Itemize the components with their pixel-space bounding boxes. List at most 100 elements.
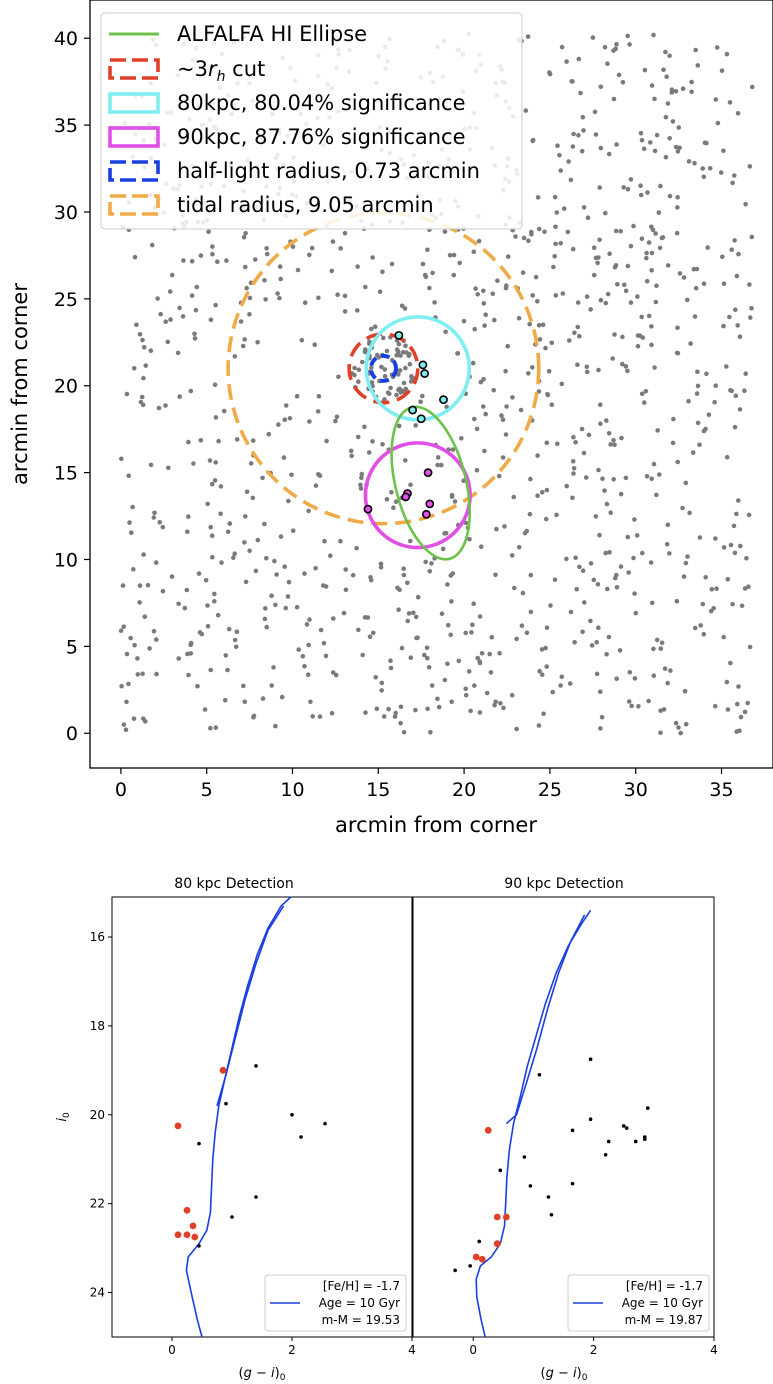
- background-star: [649, 324, 654, 329]
- background-star: [513, 234, 518, 239]
- y-tick-label: 22: [90, 1197, 105, 1211]
- background-star: [635, 343, 641, 349]
- background-star: [634, 533, 640, 538]
- background-star: [535, 493, 540, 499]
- background-star: [743, 371, 748, 377]
- background-star: [223, 653, 229, 658]
- x-axis-ticks: 0 5 10 15 20 25 30 35: [115, 768, 734, 801]
- background-star: [396, 341, 402, 347]
- background-star: [712, 703, 718, 709]
- background-star: [449, 599, 454, 604]
- background-star: [413, 423, 419, 428]
- background-star: [739, 603, 745, 609]
- background-star: [675, 459, 680, 465]
- background-star: [645, 190, 650, 195]
- background-star: [667, 193, 673, 199]
- background-star: [269, 593, 274, 598]
- background-star: [631, 555, 636, 561]
- background-star: [216, 438, 221, 444]
- background-star: [664, 542, 670, 547]
- background-star: [578, 90, 583, 96]
- background-star: [275, 291, 280, 296]
- background-star: [678, 730, 683, 736]
- background-star: [555, 441, 560, 447]
- background-star: [131, 567, 136, 572]
- background-star: [625, 368, 630, 374]
- background-star: [644, 474, 650, 479]
- background-star: [377, 289, 383, 295]
- background-star: [749, 84, 755, 90]
- background-star: [354, 545, 359, 551]
- background-star: [276, 422, 281, 427]
- background-star: [589, 643, 595, 648]
- selected-star-80kpc: [416, 414, 426, 424]
- background-star: [435, 462, 440, 468]
- field-star: [603, 1152, 608, 1157]
- member-star: [174, 1122, 182, 1130]
- background-star: [744, 556, 749, 561]
- background-star: [459, 436, 464, 441]
- legend-entry-half-light: half-light radius, 0.73 arcmin: [177, 159, 480, 183]
- background-star: [447, 253, 453, 258]
- background-star: [148, 462, 154, 468]
- background-star: [605, 61, 610, 66]
- y-tick-label: 16: [90, 930, 105, 944]
- background-star: [582, 600, 587, 605]
- background-star: [399, 303, 405, 309]
- background-star: [670, 440, 676, 446]
- background-star: [414, 635, 419, 641]
- background-star: [398, 353, 403, 358]
- background-star: [137, 332, 143, 337]
- background-star: [382, 373, 388, 379]
- background-star: [732, 173, 737, 178]
- x-tick-label: 4: [408, 1343, 416, 1357]
- background-star: [231, 555, 236, 560]
- cmd-90kpc-legend-box: [567, 1274, 710, 1332]
- background-star: [581, 128, 586, 133]
- background-star: [302, 300, 308, 306]
- background-star: [735, 701, 740, 707]
- background-star: [567, 681, 573, 686]
- background-star: [186, 514, 191, 519]
- background-star: [614, 41, 619, 47]
- background-star: [576, 56, 582, 62]
- background-star: [329, 710, 335, 716]
- background-star: [692, 314, 698, 319]
- background-star: [607, 251, 612, 256]
- background-star: [480, 404, 486, 409]
- background-star: [540, 322, 546, 328]
- background-star: [124, 391, 130, 397]
- background-star: [488, 670, 494, 675]
- background-star: [747, 164, 753, 169]
- background-star: [505, 343, 511, 349]
- background-star: [154, 637, 159, 642]
- background-star: [151, 628, 157, 634]
- background-star: [577, 564, 582, 570]
- background-star: [277, 295, 282, 301]
- background-star: [570, 495, 575, 501]
- background-star: [445, 582, 450, 587]
- background-star: [398, 720, 403, 726]
- background-star: [527, 321, 532, 327]
- background-star: [573, 555, 578, 560]
- background-star: [598, 421, 603, 427]
- background-star: [571, 471, 576, 476]
- background-star: [610, 356, 615, 361]
- legend-entry-tidal: tidal radius, 9.05 arcmin: [177, 193, 434, 217]
- background-star: [141, 552, 146, 557]
- background-star: [294, 393, 300, 399]
- background-star: [662, 666, 668, 671]
- cmd-80kpc-x-label-g: g: [244, 1366, 252, 1381]
- background-star: [737, 334, 743, 340]
- background-star: [505, 254, 511, 259]
- cmd-80kpc-y-label: i0: [55, 1112, 72, 1122]
- background-star: [300, 654, 306, 659]
- legend-entry-80kpc: 80kpc, 80.04% significance: [177, 91, 466, 115]
- background-star: [141, 375, 146, 381]
- background-star: [368, 577, 374, 583]
- background-star: [118, 628, 124, 633]
- background-star: [683, 721, 689, 727]
- background-star: [598, 726, 603, 731]
- background-star: [212, 591, 217, 597]
- background-star: [378, 561, 384, 567]
